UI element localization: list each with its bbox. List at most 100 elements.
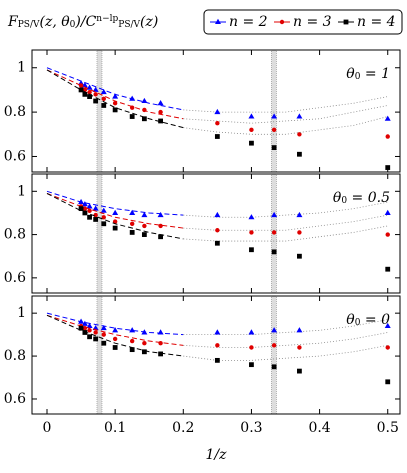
marker xyxy=(215,228,220,233)
marker xyxy=(129,327,136,333)
marker xyxy=(384,209,391,215)
marker xyxy=(101,332,106,337)
legend-box xyxy=(203,9,403,35)
marker xyxy=(129,347,135,353)
marker xyxy=(112,107,118,113)
marker xyxy=(215,343,220,348)
marker xyxy=(82,330,88,335)
marker xyxy=(112,225,118,231)
marker xyxy=(215,121,220,126)
marker xyxy=(271,327,278,333)
marker xyxy=(87,214,92,220)
legend-label: n = 3 xyxy=(293,14,332,30)
marker xyxy=(129,105,135,110)
fit-dotted xyxy=(183,319,388,336)
annotation: θ0 = 1 xyxy=(346,66,390,82)
fit-dotted xyxy=(183,214,388,231)
fit-dashed xyxy=(46,69,184,129)
marker xyxy=(296,327,303,333)
marker xyxy=(249,140,254,146)
marker xyxy=(81,82,88,88)
y-tick-label: 0.8 xyxy=(4,227,26,243)
chart-title-part: 0 xyxy=(70,20,76,30)
marker xyxy=(248,113,255,119)
marker xyxy=(297,132,302,137)
marker xyxy=(141,232,147,237)
marker xyxy=(78,325,84,331)
marker xyxy=(214,108,221,115)
marker xyxy=(248,329,255,335)
chart-title-part: )/C xyxy=(74,14,96,30)
fit-dotted xyxy=(183,225,388,242)
marker xyxy=(112,219,118,224)
y-tick-label: 0.8 xyxy=(4,104,26,120)
marker xyxy=(87,89,92,95)
y-tick-label: 0.6 xyxy=(4,391,26,407)
marker xyxy=(86,84,93,90)
band xyxy=(96,49,103,173)
marker xyxy=(86,203,93,209)
marker xyxy=(214,134,220,139)
fit-dotted xyxy=(183,96,388,113)
marker xyxy=(296,211,303,218)
marker xyxy=(249,127,254,133)
marker xyxy=(87,328,92,333)
marker xyxy=(271,249,277,255)
marker xyxy=(158,341,163,346)
chart-title-part: PS/V xyxy=(118,20,140,30)
x-tick-label: 0.5 xyxy=(377,420,399,436)
marker xyxy=(101,96,106,102)
chart-title-part: (z) xyxy=(140,14,158,30)
marker xyxy=(78,318,85,324)
marker xyxy=(214,357,220,363)
marker xyxy=(129,209,136,215)
chart-title-part: PS/V xyxy=(18,20,40,30)
panel-frame xyxy=(31,295,401,415)
marker xyxy=(271,113,278,119)
y-tick-label: 1 xyxy=(17,60,26,76)
marker xyxy=(271,343,277,348)
panel-frame xyxy=(31,49,401,173)
annotation-part: θ xyxy=(346,66,355,82)
legend-label: n = 4 xyxy=(357,14,396,30)
marker xyxy=(112,101,118,106)
marker xyxy=(101,221,107,227)
marker xyxy=(78,87,84,93)
marker xyxy=(93,92,98,97)
marker xyxy=(92,86,99,92)
marker xyxy=(385,232,390,237)
fit-dotted xyxy=(183,105,388,124)
marker xyxy=(157,329,164,335)
marker xyxy=(101,103,107,108)
annotation-part: = 1 xyxy=(360,66,390,82)
marker xyxy=(271,211,278,218)
marker xyxy=(297,345,302,350)
marker xyxy=(112,327,119,333)
band xyxy=(271,295,277,415)
marker xyxy=(249,362,254,368)
marker xyxy=(141,211,148,218)
marker xyxy=(100,88,107,95)
fit-dotted xyxy=(183,116,388,135)
x-axis-label: 1/z xyxy=(206,447,228,463)
marker xyxy=(87,334,92,340)
marker xyxy=(384,322,391,329)
marker xyxy=(101,215,106,220)
y-tick-label: 0.8 xyxy=(4,348,26,364)
marker xyxy=(385,266,391,272)
chart-title-part: (z, θ xyxy=(39,14,70,30)
marker xyxy=(157,211,164,218)
fit-dashed xyxy=(46,193,184,229)
marker xyxy=(385,165,391,170)
marker xyxy=(384,115,391,121)
marker xyxy=(92,205,99,211)
annotation-part: 0 xyxy=(355,318,361,328)
marker xyxy=(142,341,147,346)
marker xyxy=(248,214,255,220)
marker xyxy=(82,210,88,216)
marker xyxy=(158,109,163,115)
marker xyxy=(112,93,119,99)
marker xyxy=(141,116,147,122)
annotation: θ0 = 0 xyxy=(346,312,390,328)
marker xyxy=(112,345,118,350)
